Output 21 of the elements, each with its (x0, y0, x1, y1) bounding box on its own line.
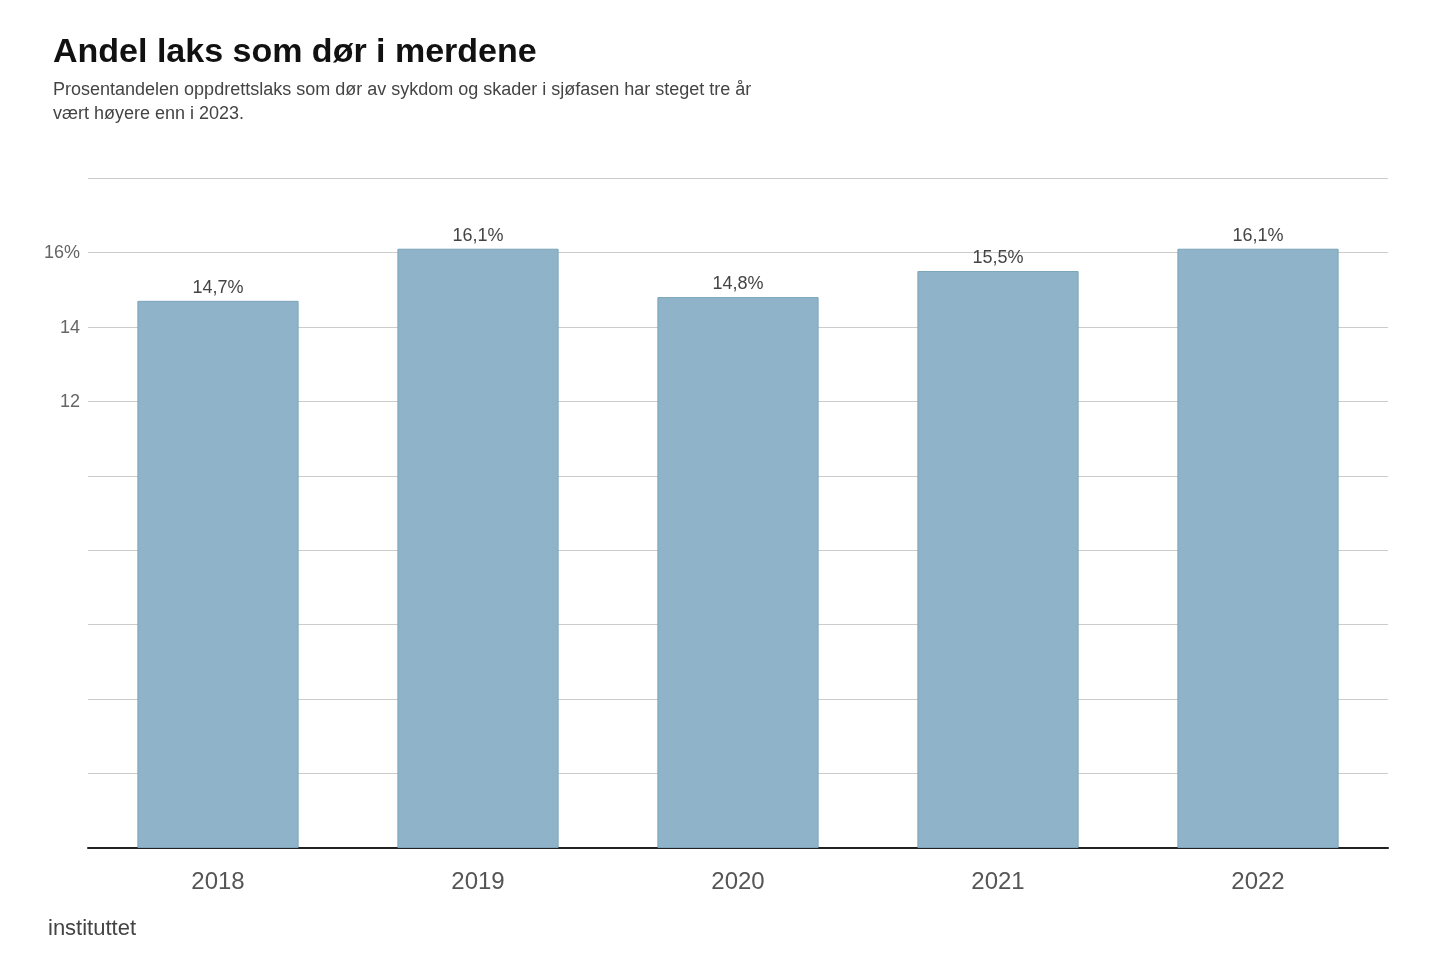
data-label: 16,1% (1232, 224, 1284, 245)
data-label: 14,7% (192, 276, 244, 297)
y-tick-label: 16% (43, 242, 80, 263)
bar (917, 271, 1079, 848)
x-tick-label: 2021 (971, 866, 1025, 894)
bar (397, 248, 559, 848)
chart-subtitle: Prosentandelen oppdrettslaks som dør av sykdom og skader i sjøfasen har steget tre år vært høyere enn i 2023. (53, 79, 752, 123)
y-tick-label: 12 (59, 391, 80, 412)
data-label: 16,1% (452, 224, 504, 245)
bar (1177, 248, 1339, 848)
chart-title: Andel laks som dør i merdene (53, 31, 537, 69)
text: instituttet (48, 914, 137, 940)
bar (657, 297, 819, 848)
data-label: 14,8% (712, 273, 764, 294)
x-tick-label: 2018 (191, 866, 245, 894)
y-tick-label: 14 (59, 316, 80, 337)
data-label: 15,5% (972, 247, 1024, 268)
bar (137, 300, 299, 848)
x-tick-label: 2020 (711, 866, 765, 894)
x-tick-label: 2019 (451, 866, 505, 894)
x-tick-label: 2022 (1231, 866, 1285, 894)
